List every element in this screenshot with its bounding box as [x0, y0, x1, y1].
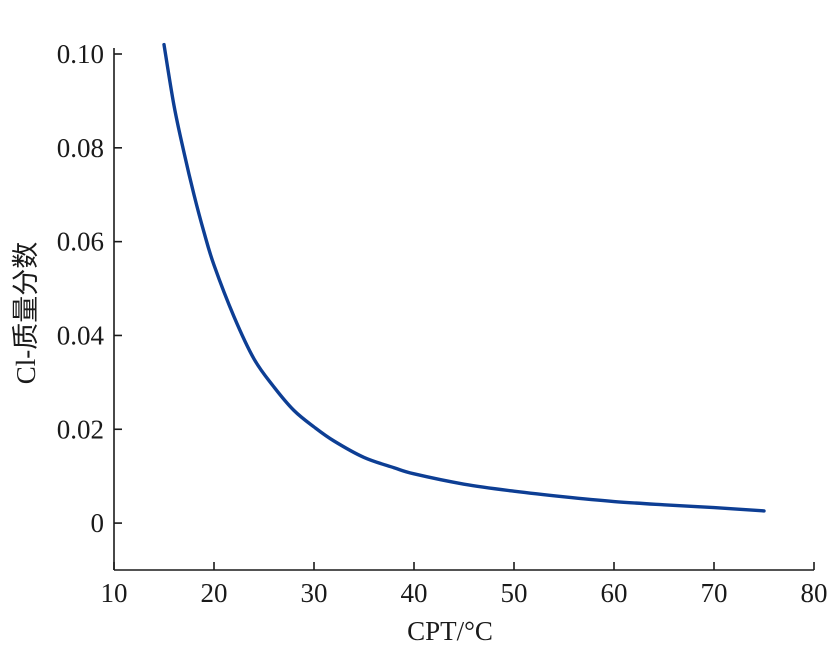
y-tick-label: 0.10	[57, 39, 104, 69]
x-tick-label: 70	[701, 578, 728, 608]
y-axis: 0 0.02 0.04 0.06 0.08 0.10	[57, 39, 122, 570]
y-tick-label: 0.08	[57, 133, 104, 163]
x-tick-label: 30	[301, 578, 328, 608]
y-axis-title: Cl-质量分数	[11, 242, 41, 385]
x-tick-label: 20	[201, 578, 228, 608]
series-layer	[162, 42, 766, 513]
x-tick-label: 60	[601, 578, 628, 608]
x-axis-title: CPT/°C	[407, 616, 493, 646]
x-tick-label: 40	[401, 578, 428, 608]
x-tick-label: 50	[501, 578, 528, 608]
x-tick-label: 10	[101, 578, 128, 608]
y-tick-label: 0.02	[57, 414, 104, 444]
series-line	[162, 42, 766, 513]
x-tick-label: 80	[801, 578, 828, 608]
y-tick-label: 0.04	[57, 320, 105, 350]
x-axis: 10 20 30 40 50 60 70 80	[101, 562, 828, 608]
y-tick-label: 0	[91, 508, 105, 538]
y-tick-label: 0.06	[57, 227, 104, 257]
